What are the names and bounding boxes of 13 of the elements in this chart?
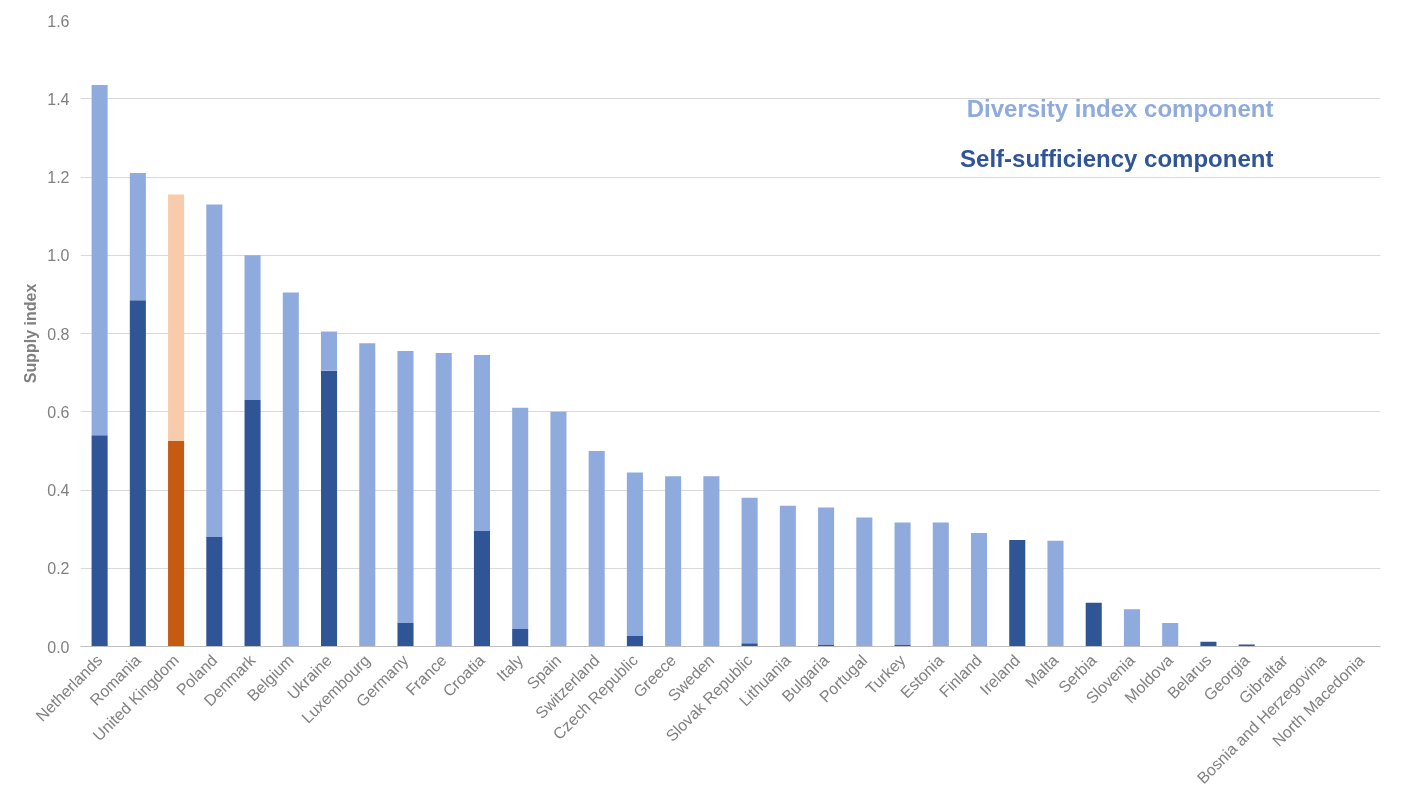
y-axis-title: Supply index	[22, 283, 40, 384]
y-tick-label: 1.6	[47, 12, 70, 30]
y-tick-label: 1.4	[47, 90, 70, 108]
y-tick-label: 1.0	[47, 247, 70, 265]
y-tick-label: 0.0	[47, 638, 70, 656]
y-tick-label: 0.2	[47, 560, 70, 578]
y-tick-label: 0.6	[47, 403, 70, 421]
y-tick-label: 0.8	[47, 325, 70, 343]
text: Self-sufficiency component	[960, 144, 1274, 172]
y-tick-label: 0.4	[47, 482, 70, 499]
text: Diversity index component	[966, 94, 1274, 122]
y-tick-label: 1.2	[47, 169, 70, 186]
x-tick-label: Italy	[493, 651, 527, 685]
